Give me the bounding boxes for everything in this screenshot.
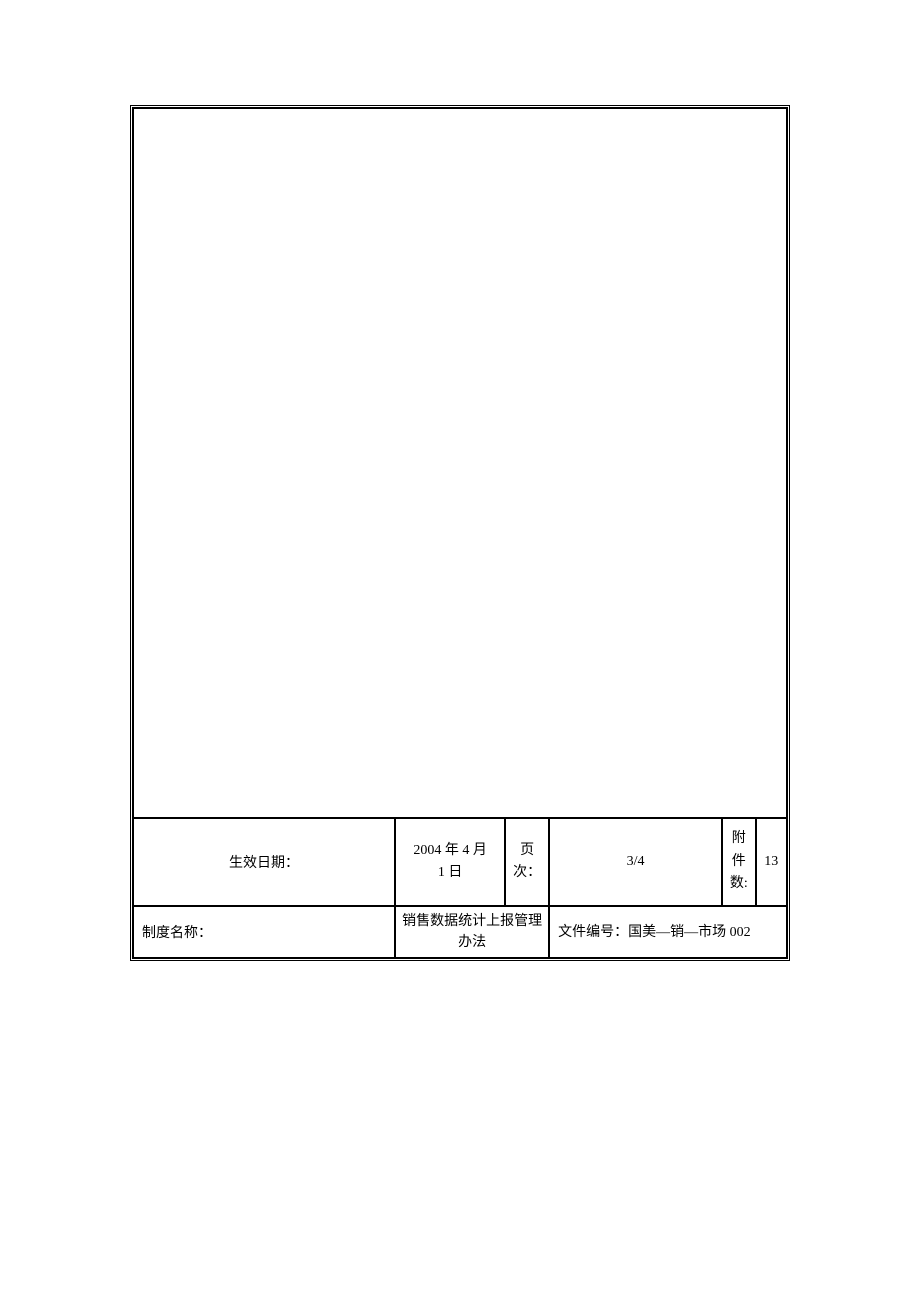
page-label: 页次： (505, 818, 549, 906)
attachment-label: 附件数: (722, 818, 755, 906)
effective-date-text: 2004 年 4 月1 日 (413, 843, 487, 880)
effective-date-value: 2004 年 4 月1 日 (395, 818, 505, 906)
document-number: 文件编号：国美—销—市场 002 (549, 906, 787, 958)
metadata-row-1: 生效日期： 2004 年 4 月1 日 页次： 3/4 附件数: 13 (133, 818, 787, 906)
system-name: 销售数据统计上报管理办法 (395, 906, 549, 958)
attachment-value: 13 (756, 818, 787, 906)
metadata-row-2: 制度名称： 销售数据统计上报管理办法 文件编号：国美—销—市场 002 (133, 906, 787, 958)
system-label: 制度名称： (133, 906, 395, 958)
content-area (133, 108, 787, 818)
content-row (133, 108, 787, 818)
effective-date-label: 生效日期： (133, 818, 395, 906)
page-value: 3/4 (549, 818, 722, 906)
document-form-table: 生效日期： 2004 年 4 月1 日 页次： 3/4 附件数: 13 制度名称… (130, 105, 790, 961)
